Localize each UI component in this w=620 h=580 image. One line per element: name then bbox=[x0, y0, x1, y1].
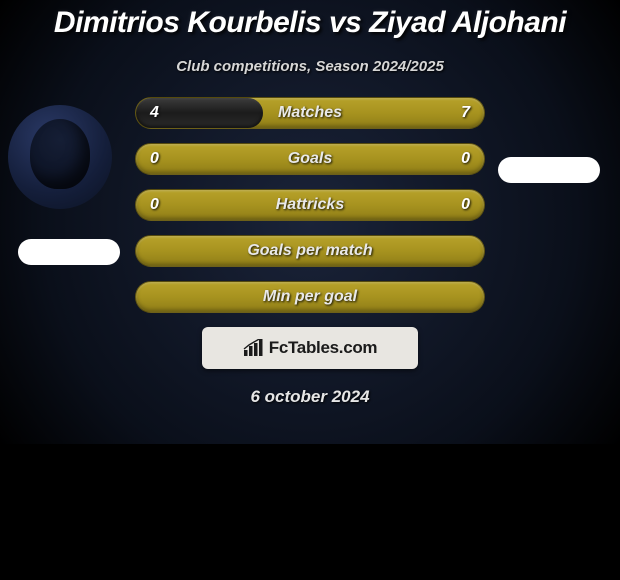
page-title: Dimitrios Kourbelis vs Ziyad Aljohani bbox=[0, 6, 620, 40]
comparison-card: Dimitrios Kourbelis vs Ziyad Aljohani Cl… bbox=[0, 0, 620, 444]
stat-bars: Matches47Goals00Hattricks00Goals per mat… bbox=[135, 97, 485, 313]
stat-value-right: 0 bbox=[461, 196, 470, 214]
brand-badge[interactable]: FcTables.com bbox=[202, 327, 418, 369]
stat-row: Goals per match bbox=[135, 235, 485, 267]
stat-label: Goals per match bbox=[136, 242, 484, 260]
date-label: 6 october 2024 bbox=[0, 387, 620, 407]
stat-value-right: 7 bbox=[461, 104, 470, 122]
stat-row: Matches47 bbox=[135, 97, 485, 129]
player-left-flag bbox=[18, 239, 120, 265]
stat-fill-left bbox=[136, 98, 263, 128]
stat-row: Min per goal bbox=[135, 281, 485, 313]
stat-value-right: 0 bbox=[461, 150, 470, 168]
stat-label: Goals bbox=[136, 150, 484, 168]
stat-row: Goals0 0 bbox=[135, 143, 485, 175]
stat-value-left: 0 bbox=[150, 150, 159, 168]
subtitle: Club competitions, Season 2024/2025 bbox=[0, 58, 620, 75]
stat-label: Hattricks bbox=[136, 196, 484, 214]
comparison-layout: Matches47Goals00Hattricks00Goals per mat… bbox=[0, 97, 620, 313]
player-right-flag bbox=[498, 157, 600, 183]
stat-row: Hattricks0 0 bbox=[135, 189, 485, 221]
stat-label: Min per goal bbox=[136, 288, 484, 306]
stat-value-left: 0 bbox=[150, 196, 159, 214]
bar-chart-icon bbox=[243, 339, 265, 357]
player-left-photo bbox=[8, 105, 112, 209]
brand-text: FcTables.com bbox=[269, 338, 378, 358]
